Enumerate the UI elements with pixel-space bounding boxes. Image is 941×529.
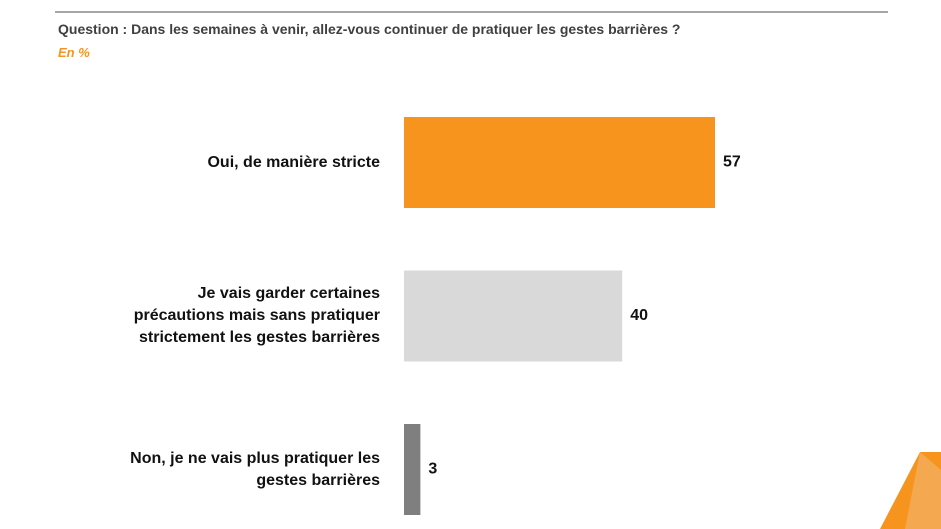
category-label: Non, je ne vais plus pratiquer les geste… bbox=[130, 449, 380, 489]
value-label: 57 bbox=[723, 154, 741, 171]
value-label: 3 bbox=[428, 461, 437, 478]
value-label: 40 bbox=[630, 307, 648, 324]
category-label: Je vais garder certaines précautions mai… bbox=[133, 285, 380, 346]
category-label: Oui, de manière stricte bbox=[207, 153, 380, 171]
logo bbox=[905, 452, 941, 529]
chart-subtitle: En % bbox=[58, 45, 90, 60]
bar bbox=[404, 424, 421, 515]
bar bbox=[404, 270, 623, 362]
chart-title: Question : Dans les semaines à venir, al… bbox=[58, 21, 681, 37]
bar bbox=[404, 117, 715, 208]
